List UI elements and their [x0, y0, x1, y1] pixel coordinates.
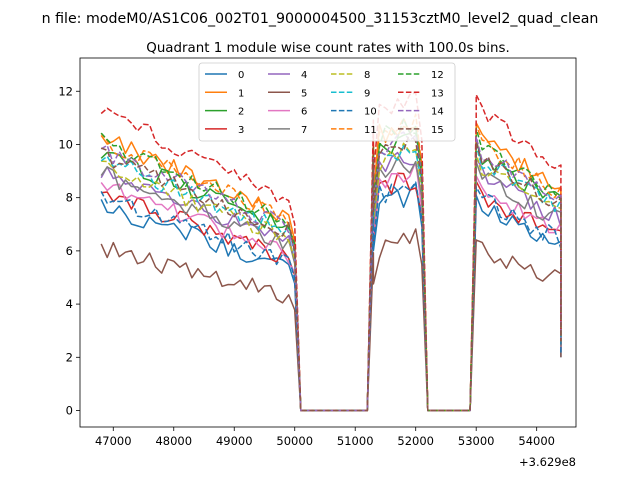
series-line-11 [100, 113, 562, 412]
series-line-6 [100, 160, 562, 412]
series-line-1 [100, 122, 562, 412]
legend-label-8: 8 [364, 70, 370, 81]
series-line-9 [100, 144, 562, 412]
plot-frame [79, 57, 577, 428]
legend-label-4: 4 [301, 70, 307, 81]
legend-label-7: 7 [301, 125, 307, 136]
x-tick-label: 50000 [276, 434, 313, 448]
chart-title: Quadrant 1 module wise count rates with … [146, 41, 509, 56]
chart-suptitle: n file: modeM0/AS1C06_002T01_9000004500_… [42, 11, 599, 27]
series-line-10 [100, 181, 562, 412]
series-line-13 [100, 92, 562, 412]
y-tick-label: 12 [58, 84, 73, 98]
y-tick-label: 8 [66, 191, 73, 205]
y-tick-label: 6 [66, 244, 73, 258]
legend-label-5: 5 [301, 88, 307, 99]
plot-lines [100, 92, 562, 412]
x-offset-label: +3.629e8 [519, 455, 576, 469]
legend-frame [198, 62, 456, 142]
series-line-5 [100, 228, 562, 412]
legend-label-11: 11 [364, 125, 377, 136]
legend-label-3: 3 [238, 125, 244, 136]
y-tick-label: 0 [66, 404, 73, 418]
y-tick-label: 10 [58, 137, 73, 151]
y-tick-label: 2 [66, 350, 73, 364]
legend-label-2: 2 [238, 107, 244, 118]
legend-label-9: 9 [364, 88, 370, 99]
y-axis-ticks: 0 2 4 6 8 10 12 [58, 84, 80, 418]
series-line-0 [100, 182, 562, 412]
x-tick-label: 51000 [337, 434, 374, 448]
x-axis-ticks: 47000 48000 49000 50000 51000 52000 53000 54000 [95, 427, 555, 448]
legend-label-0: 0 [238, 70, 244, 81]
series-line-8 [101, 142, 562, 412]
legend-label-15: 15 [431, 125, 444, 136]
x-tick-label: 54000 [518, 434, 555, 448]
y-tick-label: 4 [66, 297, 73, 311]
series-line-7 [100, 156, 562, 412]
legend-label-14: 14 [431, 107, 444, 118]
legend-label-13: 13 [431, 88, 444, 99]
series-line-4 [100, 151, 562, 412]
x-tick-label: 48000 [155, 434, 192, 448]
legend-label-10: 10 [364, 107, 377, 118]
x-tick-label: 49000 [216, 434, 253, 448]
legend-label-12: 12 [431, 70, 444, 81]
legend-label-1: 1 [238, 88, 244, 99]
x-tick-label: 53000 [458, 434, 495, 448]
series-line-15 [100, 132, 562, 412]
x-tick-label: 47000 [95, 434, 132, 448]
legend-label-6: 6 [301, 107, 307, 118]
x-tick-label: 52000 [397, 434, 434, 448]
series-line-14 [100, 131, 562, 412]
